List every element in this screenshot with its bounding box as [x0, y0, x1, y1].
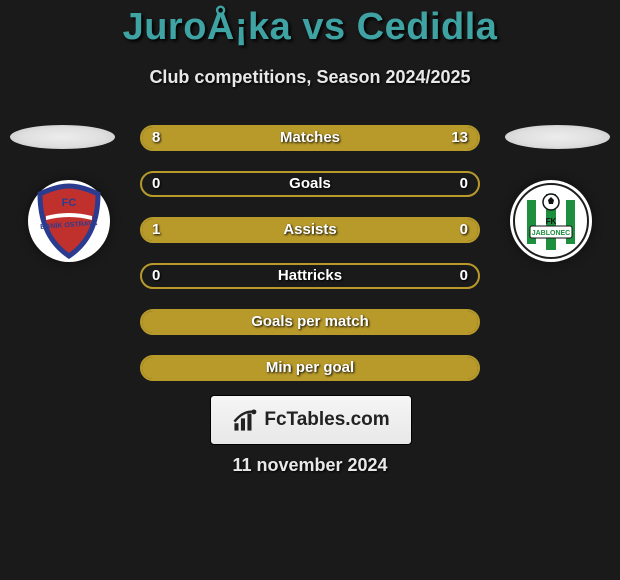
fk-jablonec-icon: JABLONEC FK — [510, 180, 592, 262]
stat-bar: Goals per match — [140, 309, 480, 335]
bar-value-left: 0 — [152, 265, 160, 287]
fk-jablonec-badge: JABLONEC FK — [510, 180, 592, 262]
stat-bar: Min per goal — [140, 355, 480, 381]
stat-bar: Assists1 0 — [140, 217, 480, 243]
bar-label: Hattricks — [142, 265, 478, 287]
bar-label: Matches — [142, 127, 478, 149]
right-ellipse — [505, 125, 610, 149]
fctables-icon — [232, 407, 258, 433]
bar-label: Goals — [142, 173, 478, 195]
fctables-brand: FcTables.com — [210, 395, 412, 445]
bar-value-right: 0 — [460, 265, 468, 287]
title-text: JuroÅ¡ka vs Cedidla — [123, 6, 498, 48]
left-ellipse — [10, 125, 115, 149]
bar-value-left: 1 — [152, 219, 160, 241]
bar-value-left: 0 — [152, 173, 160, 195]
subtitle: Club competitions, Season 2024/2025 — [0, 67, 620, 88]
badge-left-text: FC — [62, 197, 77, 209]
stat-bar: Goals0 0 — [140, 171, 480, 197]
bar-label: Assists — [142, 219, 478, 241]
stat-bar: Hattricks0 0 — [140, 263, 480, 289]
bar-value-right: 0 — [460, 219, 468, 241]
fctables-label: FcTables.com — [264, 409, 389, 431]
page-title: JuroÅ¡ka vs Cedidla — [0, 0, 620, 49]
badge-right-text: FK — [546, 217, 557, 226]
page: JuroÅ¡ka vs Cedidla Club competitions, S… — [0, 0, 620, 580]
banik-ostrava-badge: FC BANÍK OSTRAVA — [28, 180, 110, 262]
date: 11 november 2024 — [0, 455, 620, 476]
bar-value-left: 8 — [152, 127, 160, 149]
bar-value-right: 13 — [451, 127, 468, 149]
badge-right-banner: JABLONEC — [532, 230, 571, 237]
bar-label: Goals per match — [142, 311, 478, 333]
stat-bar: Matches8 13 — [140, 125, 480, 151]
bar-label: Min per goal — [142, 357, 478, 379]
bar-value-right: 0 — [460, 173, 468, 195]
stats-bars: Matches813Goals00Assists10Hattricks00Goa… — [140, 125, 480, 401]
banik-ostrava-icon: FC BANÍK OSTRAVA — [28, 180, 110, 262]
